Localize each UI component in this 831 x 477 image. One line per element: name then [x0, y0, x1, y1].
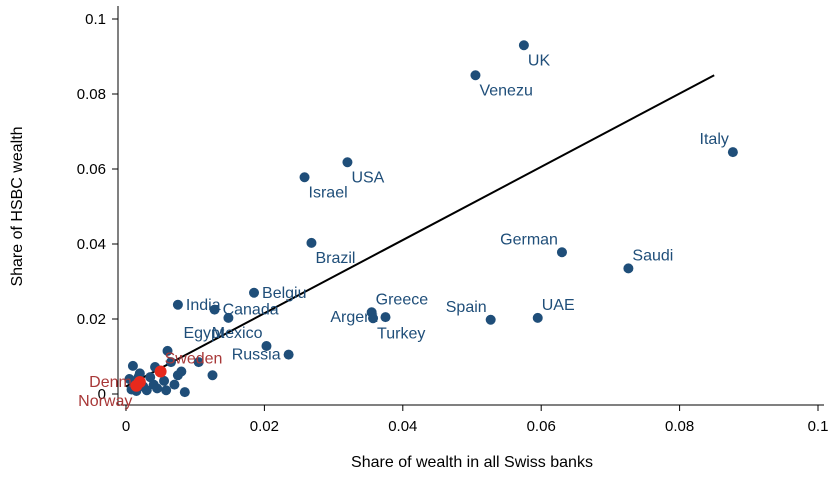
data-point: [124, 374, 135, 384]
y-tick-label: 0: [98, 386, 106, 403]
x-ticks: 0 0.02 0.04 0.06 0.08 0.1: [122, 405, 829, 435]
data-point: [207, 370, 218, 381]
point-label-usa: USA: [351, 169, 384, 186]
y-tick-label: 0.06: [77, 161, 106, 178]
data-point-belgiu: [249, 287, 260, 298]
axes: [117, 6, 824, 406]
point-label-saudi: Saudi: [632, 247, 673, 264]
data-point: [161, 385, 172, 396]
data-point-brazil: [306, 237, 317, 248]
data-point-uae: [532, 312, 543, 323]
point-label-uk: UK: [528, 52, 551, 69]
data-point: [127, 360, 138, 371]
point-label-italy: Italy: [700, 131, 729, 148]
data-point-mexico: [261, 341, 272, 351]
y-tick-label: 0.1: [85, 11, 106, 28]
point-label-greece: Greece: [376, 291, 429, 308]
data-point: [159, 375, 170, 386]
y-ticks: 0 0.02 0.04 0.06 0.08 0.1: [77, 11, 118, 403]
data-point-egypt: [223, 312, 234, 323]
data-point: [193, 357, 204, 368]
x-tick-label: 0.02: [250, 418, 279, 435]
x-tick-label: 0.04: [388, 418, 417, 435]
data-point-uk: [518, 40, 529, 51]
data-point-usa: [342, 157, 353, 168]
point-label-israel: Israel: [309, 184, 348, 201]
y-tick-label: 0.08: [77, 86, 106, 103]
data-point: [179, 387, 190, 398]
y-tick-label: 0.04: [77, 236, 106, 253]
x-axis-title: Share of wealth in all Swiss banks: [351, 454, 593, 471]
data-point-norway: [130, 379, 143, 392]
point-label-norway: Norway: [78, 393, 132, 410]
x-tick-label: 0: [122, 418, 130, 435]
data-point: [176, 366, 187, 377]
data-point-spain: [485, 314, 496, 325]
data-point-german: [556, 247, 567, 258]
point-label-brazil: Brazil: [315, 250, 355, 267]
x-tick-label: 0.1: [808, 418, 829, 435]
data-point-argent: [380, 312, 391, 323]
y-tick-label: 0.02: [77, 311, 106, 328]
point-label-turkey: Turkey: [377, 325, 425, 342]
point-label-egypt: Egypt: [183, 325, 224, 342]
points: [124, 40, 738, 398]
point-label-uae: UAE: [542, 297, 575, 314]
x-tick-label: 0.06: [527, 418, 556, 435]
data-point-russia: [283, 349, 294, 360]
point-label-belgiu: Belgiu: [262, 285, 306, 302]
point-label-denm: Denm: [89, 374, 132, 391]
data-point: [152, 383, 163, 394]
point-label-venezu: Venezu: [479, 82, 532, 99]
data-point: [165, 357, 176, 368]
data-point-canada: [209, 304, 220, 315]
point-label-sweden: Sweden: [165, 351, 223, 368]
point-label-spain: Spain: [446, 299, 487, 316]
data-point-sweden: [154, 365, 167, 378]
data-point-israel: [299, 172, 310, 183]
point-label-canada: Canada: [223, 302, 279, 319]
fit-line-group: [125, 74, 715, 388]
y-axis-title: Share of HSBC wealth: [9, 126, 26, 286]
data-point: [162, 345, 173, 356]
data-point-venezu: [470, 70, 481, 81]
point-label-german: German: [500, 231, 558, 248]
fit-line: [125, 74, 715, 388]
data-point-italy: [727, 147, 738, 158]
data-point-india: [172, 299, 183, 310]
data-point: [169, 379, 180, 390]
data-point: [145, 372, 156, 383]
point-label-india: India: [186, 297, 221, 314]
data-point-saudi: [623, 263, 634, 274]
point-label-mexico: Mexico: [212, 325, 263, 342]
data-point-turkey: [368, 313, 379, 324]
point-label-argent: Argent: [330, 309, 378, 326]
data-point: [141, 385, 152, 396]
x-tick-label: 0.08: [665, 418, 694, 435]
point-label-russia: Russia: [232, 347, 281, 364]
